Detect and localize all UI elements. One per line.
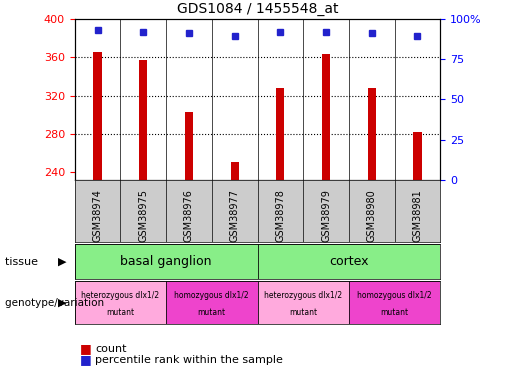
Text: homozygous dlx1/2: homozygous dlx1/2 <box>175 291 249 300</box>
Text: heterozygous dlx1/2: heterozygous dlx1/2 <box>81 291 160 300</box>
Bar <box>258 281 349 324</box>
Text: genotype/variation: genotype/variation <box>5 298 108 308</box>
Text: GSM38975: GSM38975 <box>138 189 148 242</box>
Text: cortex: cortex <box>329 255 369 268</box>
Text: mutant: mutant <box>106 308 134 317</box>
Text: GSM38979: GSM38979 <box>321 189 331 242</box>
Text: mutant: mutant <box>198 308 226 317</box>
Text: ▶: ▶ <box>58 298 67 308</box>
Text: GSM38976: GSM38976 <box>184 189 194 242</box>
Text: GSM38977: GSM38977 <box>230 189 239 242</box>
Text: GSM38980: GSM38980 <box>367 189 377 242</box>
Bar <box>139 60 147 180</box>
Text: mutant: mutant <box>289 308 317 317</box>
Text: GSM38981: GSM38981 <box>413 189 422 242</box>
Text: GSM38978: GSM38978 <box>276 189 285 242</box>
Bar <box>185 112 193 180</box>
Bar <box>258 244 440 279</box>
Bar <box>322 54 330 180</box>
Bar <box>276 88 284 180</box>
Text: basal ganglion: basal ganglion <box>121 255 212 268</box>
Title: GDS1084 / 1455548_at: GDS1084 / 1455548_at <box>177 2 338 16</box>
Bar <box>349 281 440 324</box>
Text: mutant: mutant <box>381 308 409 317</box>
Text: percentile rank within the sample: percentile rank within the sample <box>95 355 283 365</box>
Bar <box>231 162 239 180</box>
Text: GSM38974: GSM38974 <box>93 189 102 242</box>
Bar <box>166 281 258 324</box>
Text: homozygous dlx1/2: homozygous dlx1/2 <box>357 291 432 300</box>
Bar <box>75 281 166 324</box>
Text: heterozygous dlx1/2: heterozygous dlx1/2 <box>264 291 342 300</box>
Text: ■: ■ <box>80 342 92 355</box>
Bar <box>93 53 101 180</box>
Bar <box>414 132 422 180</box>
Text: ▶: ▶ <box>58 256 67 267</box>
Text: tissue: tissue <box>5 256 42 267</box>
Bar <box>368 88 376 180</box>
Text: count: count <box>95 344 127 354</box>
Text: ■: ■ <box>80 354 92 366</box>
Bar <box>75 244 258 279</box>
